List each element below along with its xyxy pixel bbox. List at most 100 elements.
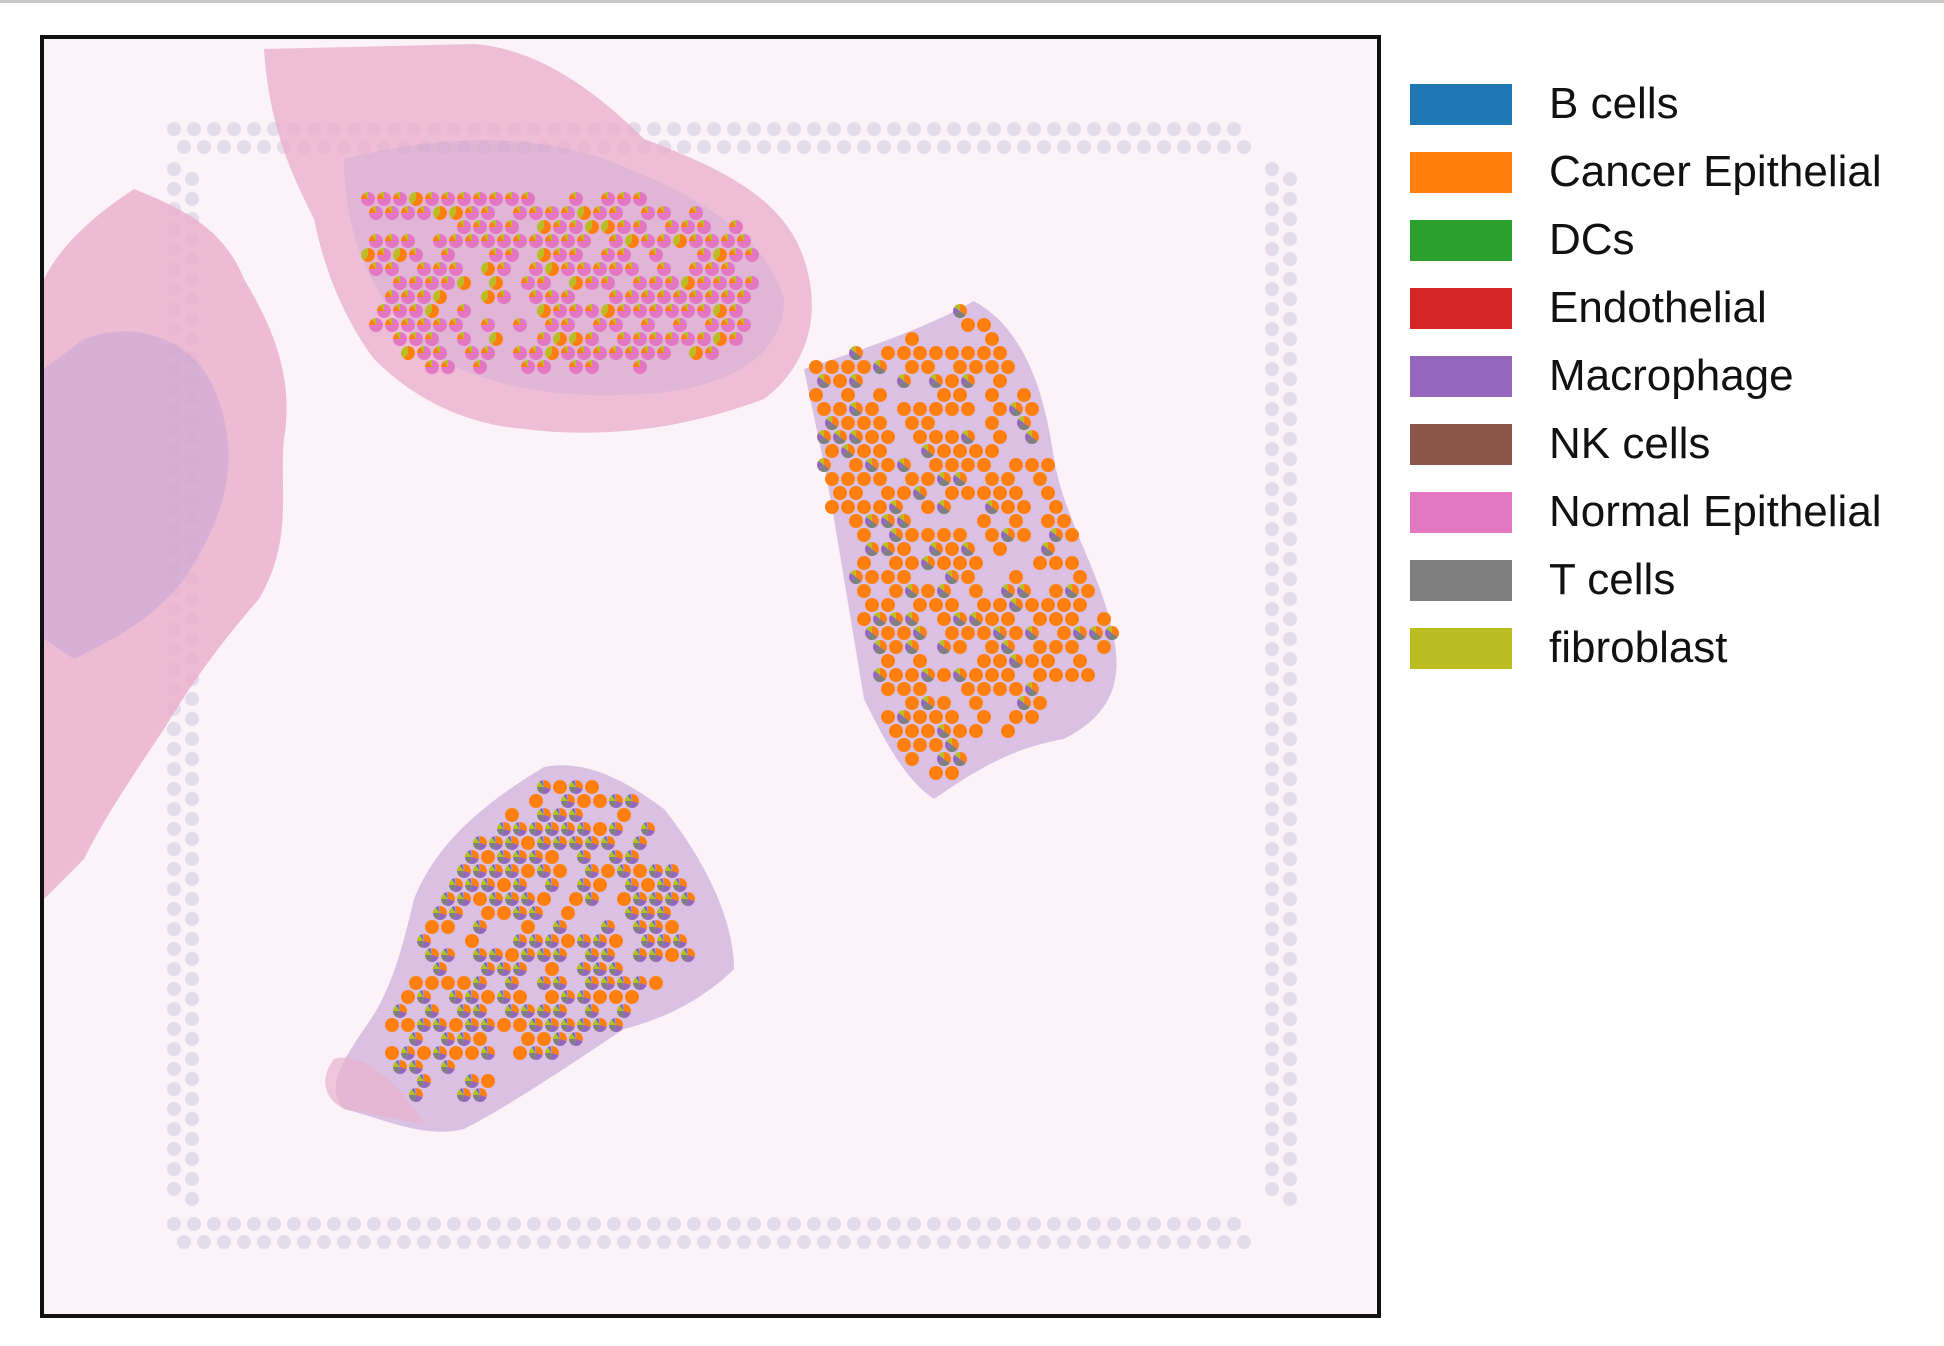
- fiducial-dot: [857, 140, 871, 154]
- spot-pie: [593, 206, 607, 220]
- spot-pie: [921, 556, 936, 571]
- spot-pie: [857, 556, 871, 570]
- spot-pie: [441, 276, 455, 290]
- spot-pie: [841, 388, 855, 402]
- legend-item-normal-epithelial: Normal Epithelial: [1410, 478, 1882, 546]
- spot-pie: [929, 458, 943, 472]
- spot-pie: [449, 1046, 463, 1060]
- spot-pie: [737, 234, 751, 248]
- spot-pie: [449, 990, 464, 1004]
- spot-pie: [905, 556, 919, 570]
- spot-pie: [905, 584, 920, 599]
- fiducial-dot: [185, 912, 199, 926]
- spot-pie: [553, 919, 568, 934]
- spot-pie: [681, 948, 695, 962]
- fiducial-dot: [997, 140, 1011, 154]
- fiducial-dot: [217, 140, 231, 154]
- spot-pie: [945, 346, 959, 360]
- spot-pie: [401, 206, 415, 220]
- spot-pie: [521, 836, 535, 850]
- spot-pie: [1001, 668, 1015, 682]
- spot-pie: [417, 318, 431, 332]
- spot-pie: [497, 822, 512, 836]
- spot-pie: [473, 220, 487, 234]
- fiducial-dot: [847, 1217, 861, 1231]
- spot-pie: [545, 346, 560, 360]
- spot-pie: [1033, 612, 1047, 626]
- spot-pie: [857, 584, 871, 598]
- spot-pie: [633, 975, 648, 991]
- fiducial-dot: [167, 1182, 181, 1196]
- fiducial-dot: [1283, 632, 1297, 646]
- spot-pie: [481, 990, 495, 1004]
- spot-pie: [497, 850, 512, 864]
- spot-pie: [809, 388, 823, 402]
- fiducial-dot: [185, 1052, 199, 1066]
- fiducial-dot: [1265, 682, 1279, 696]
- spot-pie: [1001, 500, 1015, 514]
- spot-pie: [961, 430, 976, 445]
- spot-pie: [873, 668, 887, 683]
- spot-pie: [521, 360, 535, 374]
- spot-pie: [857, 416, 871, 430]
- spot-pie: [1025, 682, 1040, 697]
- spot-pie: [905, 528, 919, 542]
- spot-pie: [969, 444, 983, 458]
- spot-pie: [529, 822, 543, 837]
- spot-pie: [961, 346, 975, 360]
- spot-pie: [617, 892, 631, 906]
- fiducial-dot: [987, 1217, 1001, 1231]
- spot-pie: [617, 332, 631, 346]
- spot-pie: [897, 570, 911, 584]
- spot-pie: [953, 752, 968, 767]
- spot-pie: [617, 192, 631, 206]
- spot-pie: [569, 248, 583, 262]
- spot-pie: [633, 220, 647, 234]
- spot-pie: [505, 864, 519, 878]
- spot-pie: [993, 682, 1007, 696]
- spot-pie: [385, 318, 399, 332]
- spot-pie: [969, 612, 984, 627]
- spot-pie: [433, 1046, 448, 1060]
- fiducial-dot: [1007, 122, 1021, 136]
- fiducial-dot: [1265, 422, 1279, 436]
- fiducial-dot: [237, 1235, 251, 1249]
- spot-pie: [537, 780, 551, 794]
- spot-pie: [865, 570, 879, 584]
- fiducial-dot: [887, 122, 901, 136]
- legend-label: Normal Epithelial: [1549, 487, 1882, 536]
- fiducial-dot: [877, 1235, 891, 1249]
- spot-pie: [961, 570, 975, 584]
- spot-pie: [361, 248, 376, 262]
- fiducial-dot: [767, 122, 781, 136]
- spot-pie: [897, 402, 911, 416]
- spot-pie: [577, 794, 591, 808]
- spot-pie: [529, 1046, 543, 1060]
- fiducial-dot: [1265, 742, 1279, 756]
- spot-pie: [457, 976, 471, 990]
- fiducial-dot: [1265, 722, 1279, 736]
- fiducial-dot: [277, 1235, 291, 1249]
- spot-pie: [505, 192, 519, 206]
- legend-item-cancer-epithelial: Cancer Epithelial: [1410, 138, 1882, 206]
- spot-pie: [401, 234, 415, 248]
- fiducial-dot: [1127, 122, 1141, 136]
- fiducial-dot: [1187, 1217, 1201, 1231]
- spot-pie: [897, 626, 911, 640]
- spot-pie: [897, 486, 911, 500]
- fiducial-dot: [257, 1235, 271, 1249]
- legend-swatch: [1410, 355, 1512, 397]
- spot-pie: [961, 402, 975, 416]
- spot-pie: [457, 304, 471, 318]
- legend-swatch: [1410, 559, 1512, 601]
- spot-pie: [985, 668, 999, 682]
- spot-pie: [969, 584, 983, 598]
- fiducial-dot: [1283, 432, 1297, 446]
- fiducial-dot: [167, 1142, 181, 1156]
- spot-pie: [985, 472, 999, 486]
- spot-pie: [593, 318, 607, 332]
- spot-pie: [521, 892, 535, 906]
- spot-pie: [816, 430, 832, 445]
- spot-pie: [913, 626, 928, 641]
- spot-pie: [569, 836, 584, 850]
